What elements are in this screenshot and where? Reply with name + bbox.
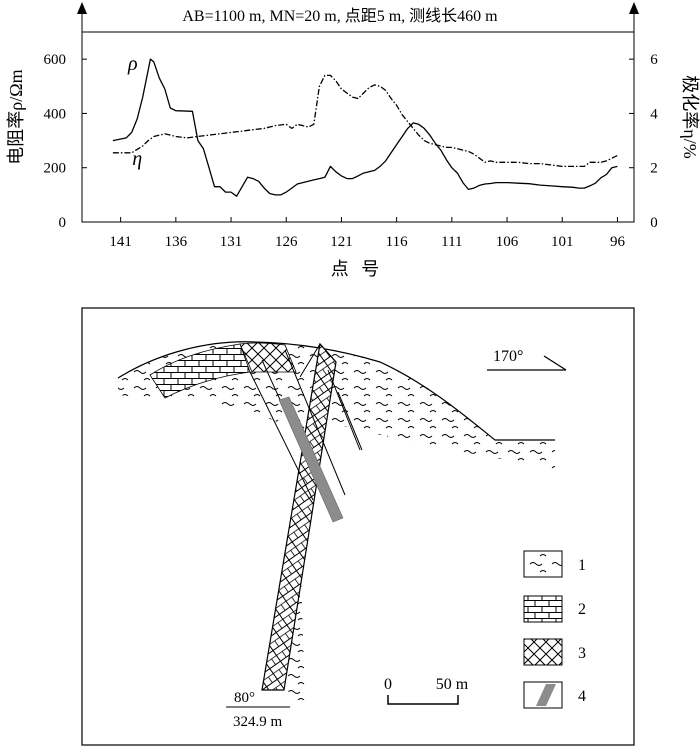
legend-label-4: 4: [578, 688, 586, 705]
series-line-chargeability: [112, 74, 618, 168]
x-tick-label: 121: [330, 234, 353, 250]
series-label-chargeability: η: [132, 148, 142, 170]
left-axis-arrow-icon: [77, 2, 87, 14]
x-tick-label: 141: [109, 234, 132, 250]
x-tick-label: 131: [220, 234, 243, 250]
x-tick-label: 126: [275, 234, 298, 250]
scale-label-distance: 50 m: [436, 676, 469, 693]
legend-label-2: 2: [578, 601, 586, 618]
vein-unit: [249, 342, 363, 691]
left-y-tick-label: 200: [44, 161, 67, 177]
legend-swatch-1: [523, 550, 563, 578]
left-y-tick-label: 600: [44, 52, 67, 68]
x-axis-title: 点 号: [331, 259, 384, 279]
right-axis-arrow-icon: [629, 2, 639, 14]
crossed-unit-3: [239, 342, 297, 373]
orientation-arrow: [487, 355, 567, 371]
right-y-tick-label: 2: [650, 161, 658, 177]
right-y-axis-title: 极化率η/%: [680, 75, 700, 158]
scale-bar: [387, 695, 459, 705]
legend-swatch-2: [523, 595, 563, 623]
section-frame: [81, 307, 635, 746]
series-label-resistivity: ρ: [127, 53, 138, 75]
x-tick-label: 101: [551, 234, 574, 250]
legend: 1 2 3 4: [523, 550, 586, 709]
left-y-tick-label: 400: [44, 106, 67, 122]
left-y-tick-label: 0: [59, 215, 67, 231]
dip-label: 80°: [234, 690, 255, 706]
x-tick-label: 136: [165, 234, 188, 250]
x-axis-ticks: 141 136 131 126 121 116 111 106 101 96: [109, 217, 625, 250]
legend-swatch-3: [523, 638, 563, 666]
legend-label-1: 1: [578, 557, 586, 574]
left-y-axis-title: 电阻率ρ/Ωm: [6, 69, 26, 164]
x-tick-label: 111: [441, 234, 462, 250]
x-tick-label: 96: [610, 234, 626, 250]
apparent-chargeability-resistivity-chart: AB=1100 m, MN=20 m, 点距5 m, 测线长460 m 141 1…: [6, 2, 700, 279]
legend-label-3: 3: [578, 645, 586, 662]
chart-title: AB=1100 m, MN=20 m, 点距5 m, 测线长460 m: [182, 7, 498, 25]
right-y-ticks: 0 2 4 6: [629, 52, 658, 231]
scale-label-zero: 0: [384, 676, 392, 693]
ore-body: [278, 396, 344, 523]
legend-ore-swatch-fill: [536, 684, 556, 706]
right-y-tick-label: 0: [650, 215, 658, 231]
right-y-tick-label: 4: [650, 106, 658, 122]
series-group: ρη: [112, 53, 618, 197]
orientation-label: 170°: [493, 348, 523, 365]
series-line-resistivity: [112, 58, 618, 197]
x-tick-label: 106: [496, 234, 519, 250]
left-y-ticks: 0 200 400 600: [44, 52, 87, 231]
right-y-tick-label: 6: [650, 52, 658, 68]
x-tick-label: 116: [386, 234, 408, 250]
depth-label: 324.9 m: [233, 714, 283, 730]
